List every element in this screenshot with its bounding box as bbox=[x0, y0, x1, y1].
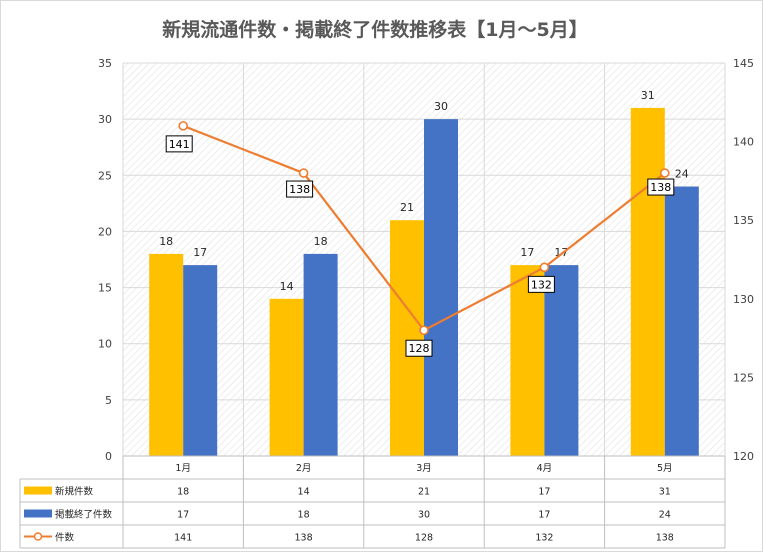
y-left-tick-label: 0 bbox=[105, 450, 112, 463]
line-label-box bbox=[286, 180, 314, 198]
line-point-5 bbox=[659, 168, 670, 178]
bar-data-label: 24 bbox=[675, 168, 689, 181]
legend-key-ended bbox=[24, 509, 52, 518]
bar-data-label: 17 bbox=[520, 246, 534, 259]
legend-key-new bbox=[24, 486, 52, 495]
y-left-tick-label: 20 bbox=[98, 225, 112, 238]
bar-ended-4 bbox=[544, 265, 579, 456]
line-point-1 bbox=[178, 121, 188, 131]
line-label-box bbox=[165, 135, 193, 153]
line-data-label: 141 bbox=[169, 138, 190, 151]
y-left-tick-label: 25 bbox=[98, 169, 112, 182]
line-data-label: 128 bbox=[409, 342, 430, 355]
category-label: 5月 bbox=[657, 463, 673, 474]
legend-key-marker bbox=[33, 532, 43, 541]
bar-new-1 bbox=[149, 253, 184, 456]
bar-ended-2 bbox=[303, 253, 338, 456]
table-cell: 138 bbox=[656, 533, 674, 544]
y-right-tick-label: 145 bbox=[733, 57, 754, 70]
table-cell: 17 bbox=[538, 510, 550, 521]
y-right-tick-label: 140 bbox=[733, 136, 754, 149]
table-cell: 17 bbox=[177, 510, 189, 521]
y-left-tick-label: 35 bbox=[98, 57, 112, 70]
y-right-tick-label: 125 bbox=[733, 371, 754, 384]
legend-entry: 掲載終了件数 bbox=[55, 509, 113, 521]
line-label-box bbox=[527, 275, 555, 293]
bar-new-3 bbox=[390, 220, 424, 456]
table-cell: 138 bbox=[295, 533, 313, 544]
line-label-box bbox=[405, 339, 433, 357]
table-cell: 14 bbox=[298, 487, 310, 498]
bar-ended-3 bbox=[424, 119, 458, 457]
bar-ended-1 bbox=[183, 265, 218, 456]
category-label: 1月 bbox=[175, 463, 191, 474]
line-point-3 bbox=[419, 325, 429, 336]
y-left-tick-label: 5 bbox=[105, 394, 112, 407]
bar-new-2 bbox=[269, 298, 304, 456]
bar-new-4 bbox=[510, 265, 545, 456]
y-right-tick-label: 120 bbox=[733, 450, 754, 463]
line-data-label: 132 bbox=[531, 278, 552, 291]
table-cell: 21 bbox=[418, 487, 430, 498]
table-cell: 132 bbox=[535, 533, 553, 544]
bar-data-label: 21 bbox=[400, 201, 414, 214]
bar-data-label: 14 bbox=[280, 280, 294, 293]
line-point-4 bbox=[539, 262, 550, 273]
y-left-tick-label: 15 bbox=[98, 282, 112, 295]
bar-data-label: 18 bbox=[159, 235, 173, 248]
chart-title: 新規流通件数・掲載終了件数推移表【1月～5月】 bbox=[162, 18, 587, 41]
bar-data-label: 31 bbox=[641, 89, 655, 102]
line-label-box bbox=[647, 178, 675, 196]
line-point-2 bbox=[298, 168, 309, 178]
bar-data-label: 17 bbox=[193, 246, 207, 259]
table-cell: 24 bbox=[659, 510, 671, 521]
bar-data-label: 30 bbox=[434, 100, 448, 113]
line-data-label: 138 bbox=[650, 181, 671, 194]
bar-ended-5 bbox=[664, 186, 699, 456]
line-data-label: 138 bbox=[289, 183, 310, 196]
category-label: 3月 bbox=[416, 463, 432, 474]
legend-entry: 件数 bbox=[55, 532, 75, 544]
category-label: 2月 bbox=[296, 463, 312, 474]
bar-new-5 bbox=[630, 107, 665, 457]
table-cell: 31 bbox=[659, 487, 671, 498]
table-cell: 18 bbox=[298, 510, 310, 521]
y-right-tick-label: 135 bbox=[733, 214, 754, 227]
y-right-tick-label: 130 bbox=[733, 293, 754, 306]
table-cell: 18 bbox=[177, 487, 189, 498]
bar-data-label: 18 bbox=[314, 235, 328, 248]
legend-entry: 新規件数 bbox=[55, 486, 94, 498]
table-cell: 128 bbox=[415, 533, 433, 544]
category-label: 4月 bbox=[537, 463, 553, 474]
y-left-tick-label: 10 bbox=[98, 338, 112, 351]
table-cell: 17 bbox=[538, 487, 550, 498]
table-cell: 30 bbox=[418, 510, 430, 521]
table-cell: 141 bbox=[174, 533, 192, 544]
y-left-tick-label: 30 bbox=[98, 113, 112, 126]
